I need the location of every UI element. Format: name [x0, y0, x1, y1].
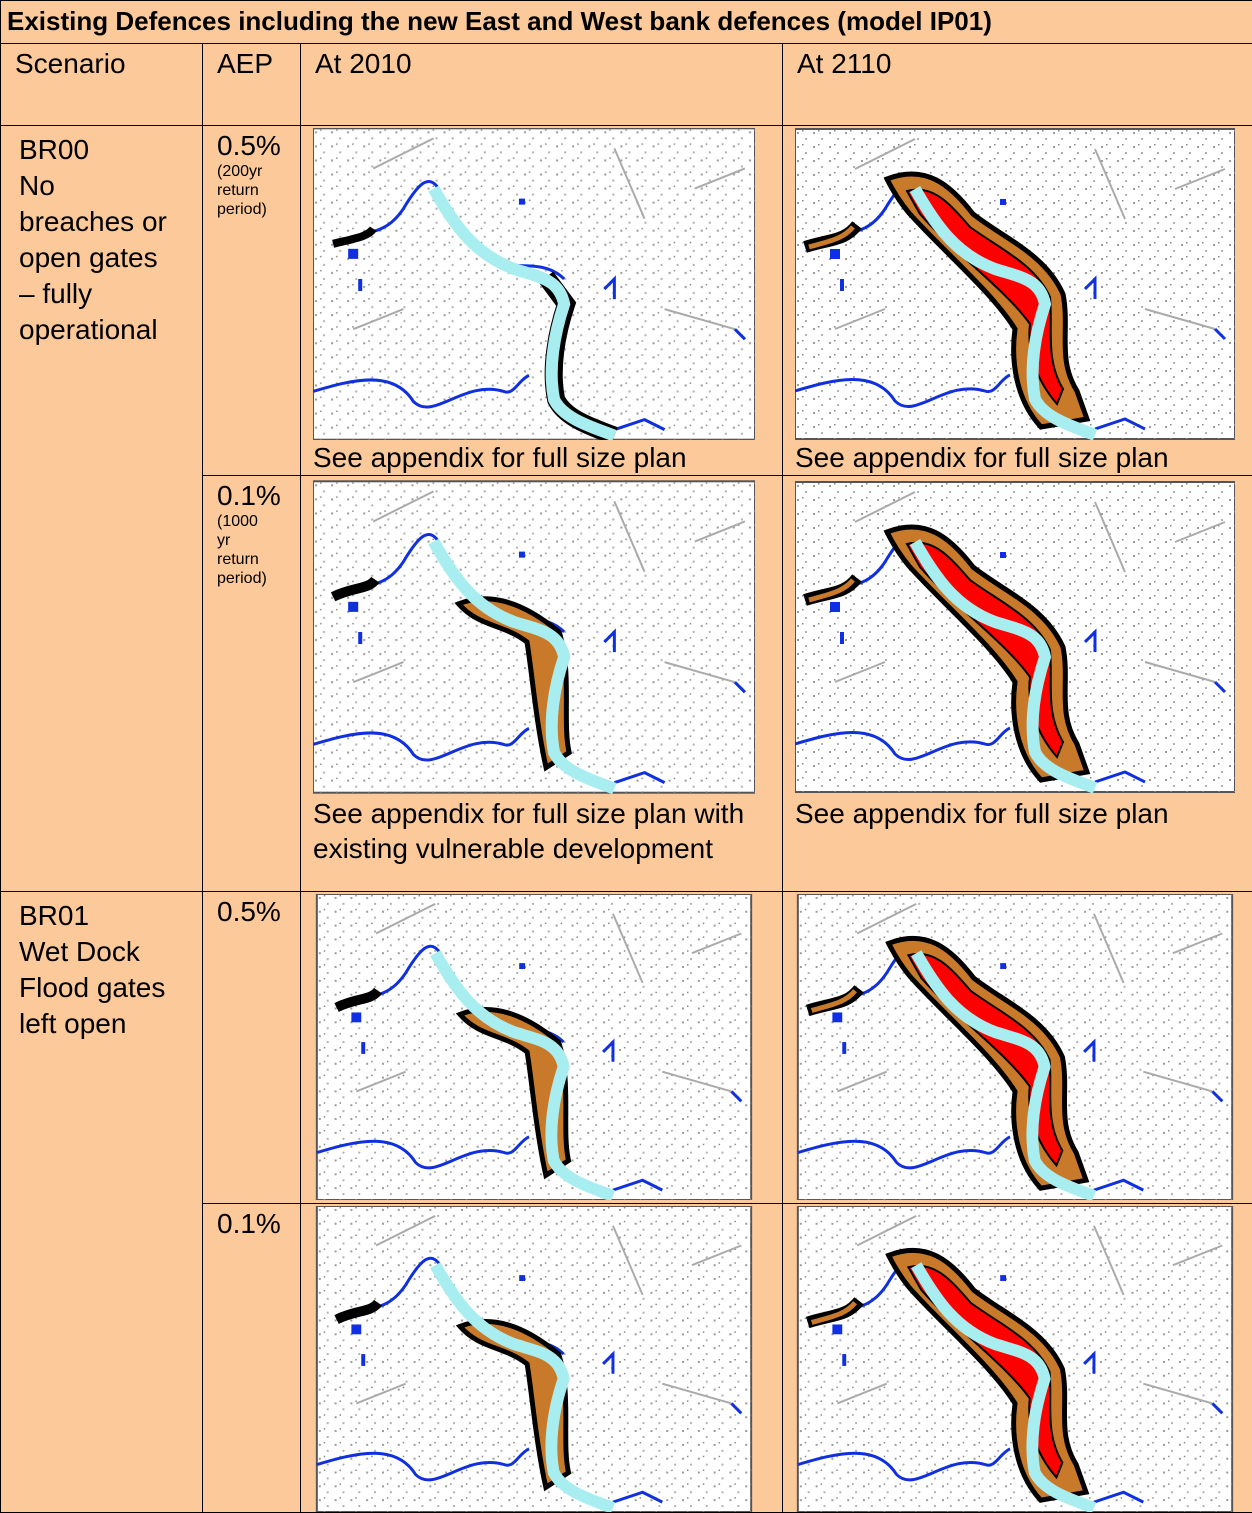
flood-map [795, 894, 1235, 1200]
aep-note: (1000 yr return period) [217, 512, 275, 588]
column-header: At 2010 [301, 44, 783, 126]
title-row: Existing Defences including the new East… [1, 1, 1252, 44]
aep-cell: 0.5% [203, 892, 301, 1204]
map-cell: See appendix for full size plan [783, 476, 1252, 892]
map-cell: See appendix for full size plan with exi… [301, 476, 783, 892]
aep-value: 0.1% [217, 480, 286, 512]
map-caption: See appendix for full size plan [795, 440, 1245, 475]
map-cell: See appendix for full size plan [301, 126, 783, 476]
aep-value: 0.1% [217, 1208, 286, 1240]
scenario-line: BR01 [19, 898, 184, 934]
scenario-line: No [19, 168, 184, 204]
flood-map [795, 1206, 1235, 1512]
map-cell [301, 892, 783, 1204]
map-caption: See appendix for full size plan [313, 440, 763, 475]
scenario-line: open gates [19, 240, 184, 276]
column-header: Scenario [1, 44, 203, 126]
aep-value: 0.5% [217, 130, 286, 162]
aep-cell: 0.5%(200yr return period) [203, 126, 301, 476]
table-title: Existing Defences including the new East… [1, 1, 1252, 44]
scenario-line: Wet Dock [19, 934, 184, 970]
flood-map [795, 128, 1235, 440]
column-header: AEP [203, 44, 301, 126]
scenario-line: operational [19, 312, 184, 348]
map-cell: See appendix for full size plan [783, 126, 1252, 476]
flood-map [313, 1206, 755, 1512]
flood-map [313, 478, 755, 796]
map-cell [301, 1204, 783, 1513]
scenario-line: BR00 [19, 132, 184, 168]
page: {"table": { "title": "Existing Defences … [0, 0, 1252, 1497]
header-row: Scenario AEP At 2010 At 2110 [1, 44, 1252, 126]
flood-table: Existing Defences including the new East… [0, 0, 1252, 1513]
scenario-line: left open [19, 1006, 184, 1042]
table-body: Existing Defences including the new East… [1, 1, 1252, 1513]
map-cell [783, 1204, 1252, 1513]
aep-note: (200yr return period) [217, 162, 275, 219]
column-header: At 2110 [783, 44, 1252, 126]
scenario-line: – fully [19, 276, 184, 312]
map-caption: See appendix for full size plan [795, 796, 1245, 831]
scenario-line: breaches or [19, 204, 184, 240]
flood-map [313, 128, 755, 440]
aep-cell: 0.1%(1000 yr return period) [203, 476, 301, 892]
map-caption: See appendix for full size plan with exi… [313, 796, 763, 866]
flood-map [313, 894, 755, 1200]
aep-value: 0.5% [217, 896, 286, 928]
flood-map [795, 478, 1235, 796]
aep-cell: 0.1% [203, 1204, 301, 1513]
scenario-line: Flood gates [19, 970, 184, 1006]
map-cell [783, 892, 1252, 1204]
